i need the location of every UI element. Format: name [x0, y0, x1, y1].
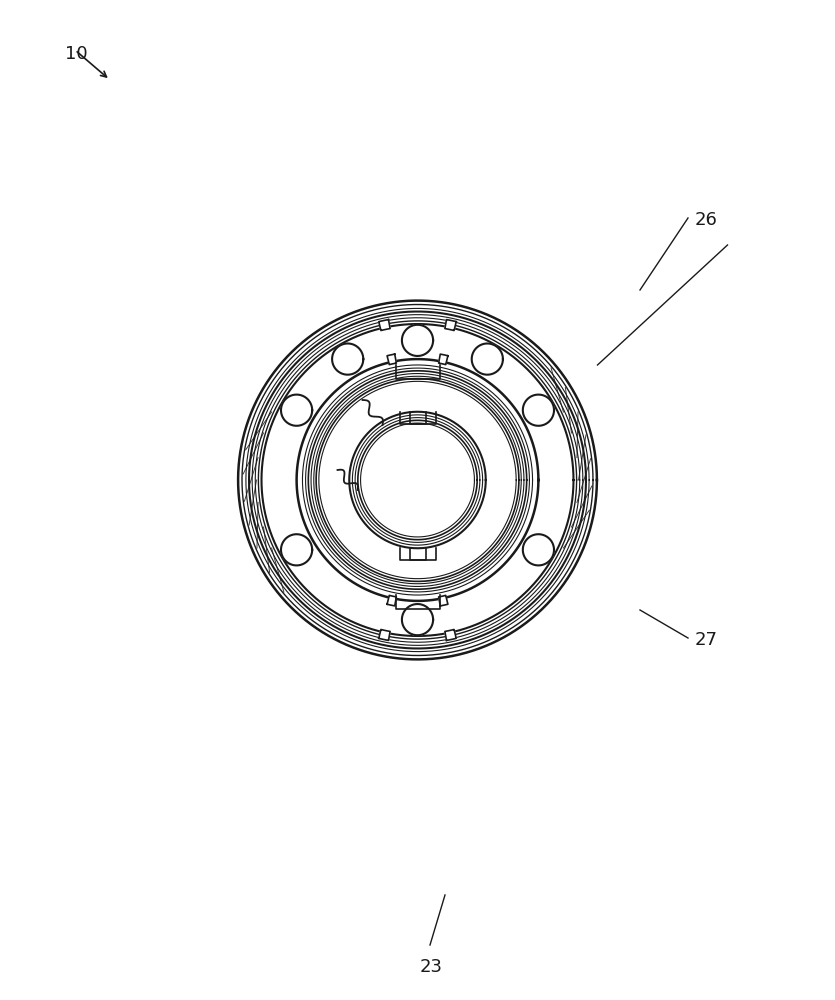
Polygon shape	[361, 423, 474, 537]
Polygon shape	[319, 381, 516, 579]
Polygon shape	[332, 343, 363, 375]
Text: 27: 27	[695, 631, 718, 649]
Text: 23: 23	[420, 958, 443, 976]
Text: 42: 42	[327, 463, 351, 481]
Polygon shape	[387, 595, 397, 606]
Polygon shape	[281, 395, 312, 426]
Polygon shape	[438, 595, 448, 606]
Polygon shape	[472, 343, 503, 375]
Polygon shape	[438, 354, 448, 365]
Polygon shape	[445, 320, 456, 331]
Polygon shape	[379, 320, 390, 331]
Polygon shape	[445, 629, 456, 640]
Polygon shape	[238, 301, 597, 659]
Polygon shape	[281, 534, 312, 565]
Polygon shape	[402, 604, 433, 635]
Text: 10: 10	[65, 45, 88, 63]
Polygon shape	[523, 395, 554, 426]
Text: 48: 48	[377, 419, 400, 437]
Polygon shape	[379, 629, 390, 640]
Polygon shape	[296, 359, 539, 601]
Polygon shape	[523, 534, 554, 565]
Text: 26: 26	[695, 211, 718, 229]
Polygon shape	[402, 325, 433, 356]
Polygon shape	[387, 354, 397, 365]
